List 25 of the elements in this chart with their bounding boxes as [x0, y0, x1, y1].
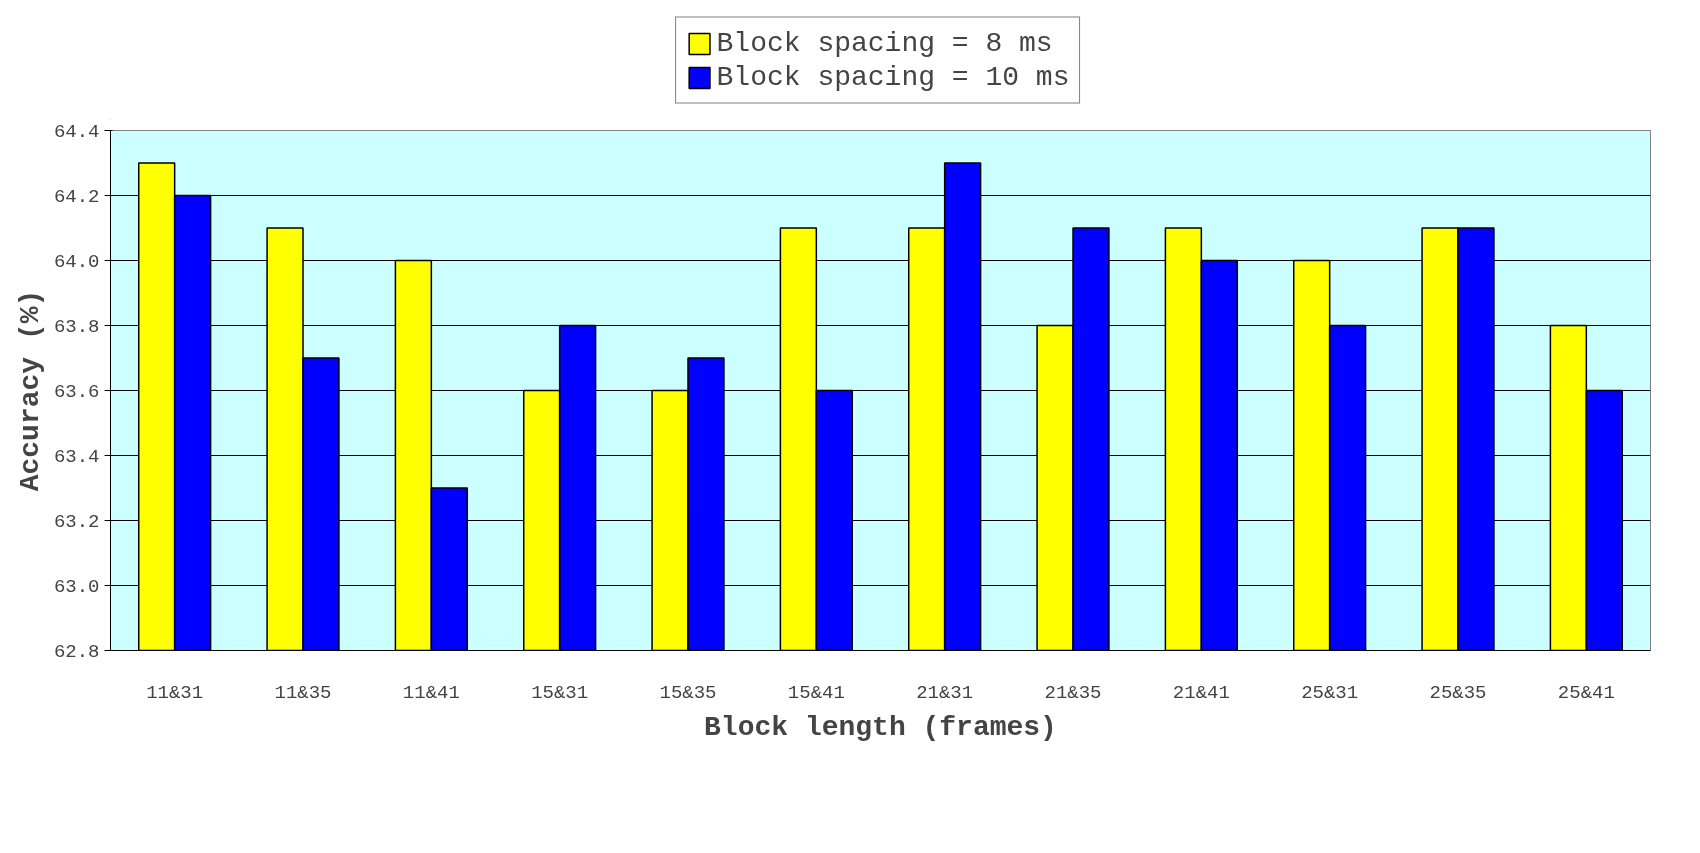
y-tick-label: 63.6: [53, 380, 100, 403]
y-tick-label: 64.2: [53, 185, 100, 208]
x-tick-label: 25&31: [1301, 681, 1359, 704]
y-tick-label: 63.4: [53, 445, 100, 468]
x-tick-label: 15&31: [531, 681, 589, 704]
y-tick-label: 62.8: [53, 640, 100, 663]
y-tick-label: 64.0: [53, 250, 100, 273]
x-tick-label: 11&41: [402, 681, 460, 704]
x-tick-label: 11&31: [146, 681, 204, 704]
x-axis-title: Block length (frames): [704, 711, 1057, 743]
y-axis-title: Accuracy (%): [14, 289, 46, 492]
x-tick-label: 15&41: [787, 681, 845, 704]
y-tick-label: 63.8: [53, 315, 100, 338]
x-tick-label: 15&35: [659, 681, 717, 704]
x-tick-label: 21&41: [1172, 681, 1230, 704]
y-tick-label: 63.2: [53, 510, 100, 533]
x-tick-label: 25&35: [1429, 681, 1487, 704]
x-tick-label: 25&41: [1557, 681, 1615, 704]
y-tick-label: 63.0: [53, 575, 100, 598]
legend-label: Block spacing = 10 ms: [716, 61, 1070, 93]
x-tick-label: 11&35: [274, 681, 332, 704]
legend-label: Block spacing = 8 ms: [716, 27, 1053, 59]
x-tick-label: 21&31: [916, 681, 974, 704]
x-tick-label: 21&35: [1044, 681, 1102, 704]
y-tick-label: 64.4: [53, 120, 100, 143]
